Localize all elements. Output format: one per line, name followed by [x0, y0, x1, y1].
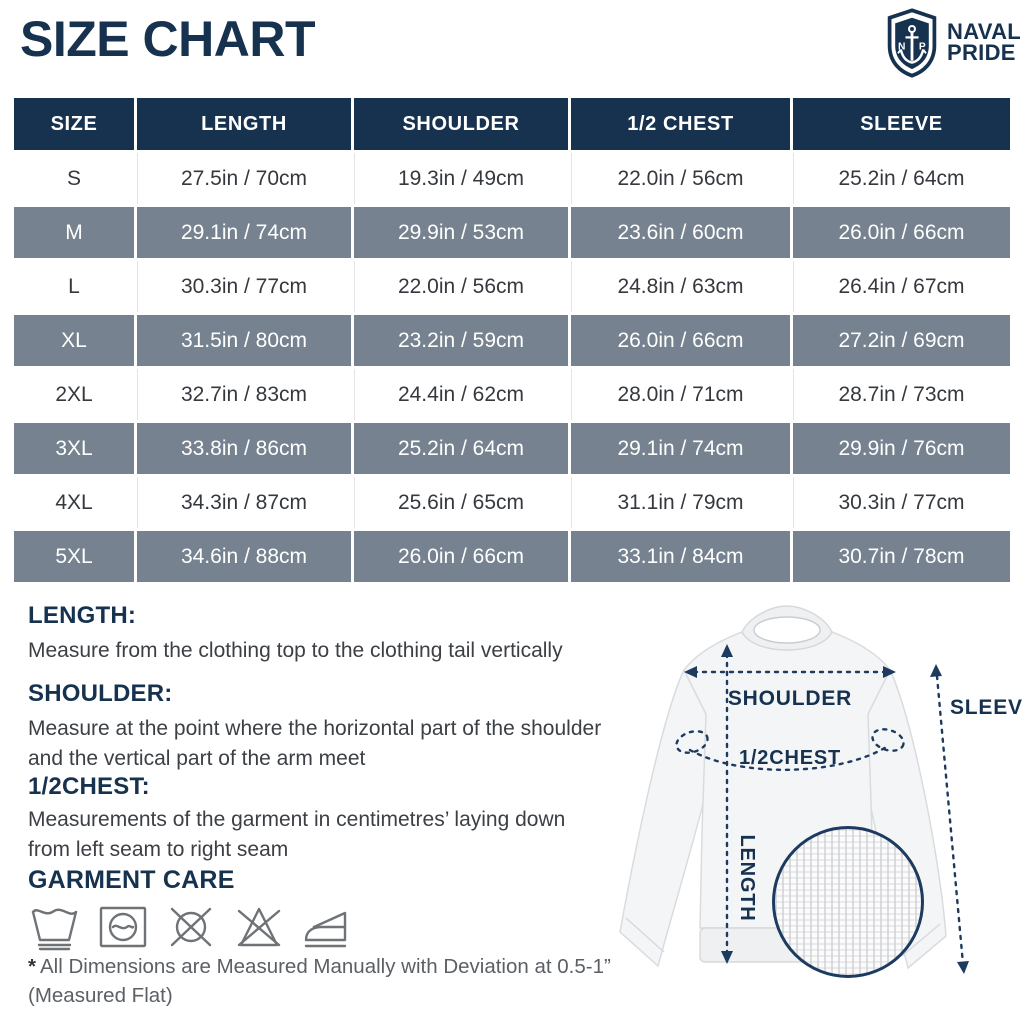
cell-shoulder: 29.9in / 53cm	[354, 207, 568, 258]
cell-size: M	[14, 207, 134, 258]
fabric-detail-circle	[772, 826, 924, 978]
cell-size: 2XL	[14, 369, 134, 420]
cell-size: 4XL	[14, 477, 134, 528]
cell-length: 27.5in / 70cm	[137, 153, 351, 204]
cell-sleeve: 26.4in / 67cm	[793, 261, 1010, 312]
cell-length: 29.1in / 74cm	[137, 207, 351, 258]
sweatshirt-left-sleeve	[619, 668, 707, 968]
table-row-xl: XL 31.5in / 80cm 23.2in / 59cm 26.0in / …	[14, 315, 1010, 366]
cell-half-chest: 24.8in / 63cm	[571, 261, 790, 312]
cell-sleeve: 27.2in / 69cm	[793, 315, 1010, 366]
sweatshirt-neck-opening	[753, 616, 821, 644]
definition-term-half-chest: 1/2CHEST:	[28, 773, 150, 800]
cell-shoulder: 25.2in / 64cm	[354, 423, 568, 474]
svg-text:N: N	[898, 42, 905, 53]
cell-size: 3XL	[14, 423, 134, 474]
table-row-l: L 30.3in / 77cm 22.0in / 56cm 24.8in / 6…	[14, 261, 1010, 312]
cell-shoulder: 23.2in / 59cm	[354, 315, 568, 366]
cell-shoulder: 19.3in / 49cm	[354, 153, 568, 204]
page-title: SIZE CHART	[20, 11, 316, 67]
definition-desc-shoulder: Measure at the point where the horizonta…	[28, 717, 602, 771]
brand-name: NAVAL PRIDE	[947, 19, 1022, 65]
label-shoulder: SHOULDER	[728, 687, 852, 710]
size-table: SIZE LENGTH SHOULDER 1/2 CHEST SLEEVE S …	[14, 98, 1010, 582]
iron-icon	[304, 911, 347, 948]
definition-desc-half-chest: Measurements of the garment in centimetr…	[28, 808, 566, 862]
definition-term-shoulder: SHOULDER:	[28, 680, 173, 707]
cell-sleeve: 30.7in / 78cm	[793, 531, 1010, 582]
table-row-2xl: 2XL 32.7in / 83cm 24.4in / 62cm 28.0in /…	[14, 369, 1010, 420]
do-not-bleach-icon	[237, 907, 281, 947]
header-cell-length: LENGTH	[137, 98, 351, 150]
cell-shoulder: 24.4in / 62cm	[354, 369, 568, 420]
do-not-dry-clean-icon	[170, 907, 212, 947]
header-cell-size: SIZE	[14, 98, 134, 150]
header-cell-half-chest: 1/2 CHEST	[571, 98, 790, 150]
cell-shoulder: 26.0in / 66cm	[354, 531, 568, 582]
cell-length: 33.8in / 86cm	[137, 423, 351, 474]
table-row-4xl: 4XL 34.3in / 87cm 25.6in / 65cm 31.1in /…	[14, 477, 1010, 528]
footnote: * All Dimensions are Measured Manually wi…	[28, 952, 612, 1010]
header-cell-shoulder: SHOULDER	[354, 98, 568, 150]
table-row-5xl: 5XL 34.6in / 88cm 26.0in / 66cm 33.1in /…	[14, 531, 1010, 582]
svg-text:P: P	[919, 42, 926, 53]
cell-half-chest: 28.0in / 71cm	[571, 369, 790, 420]
cell-shoulder: 25.6in / 65cm	[354, 477, 568, 528]
cell-length: 34.3in / 87cm	[137, 477, 351, 528]
table-header-row: SIZE LENGTH SHOULDER 1/2 CHEST SLEEVE	[14, 98, 1010, 150]
table-row-m: M 29.1in / 74cm 29.9in / 53cm 23.6in / 6…	[14, 207, 1010, 258]
cell-size: 5XL	[14, 531, 134, 582]
footnote-text: All Dimensions are Measured Manually wit…	[28, 955, 611, 1008]
cell-length: 31.5in / 80cm	[137, 315, 351, 366]
half-chest-arc	[688, 744, 890, 772]
footnote-asterisk: *	[28, 955, 36, 978]
cell-length: 32.7in / 83cm	[137, 369, 351, 420]
cell-size: L	[14, 261, 134, 312]
cell-length: 34.6in / 88cm	[137, 531, 351, 582]
definition-desc-length: Measure from the clothing top to the clo…	[28, 639, 563, 662]
header-cell-sleeve: SLEEVE	[793, 98, 1010, 150]
cell-half-chest: 22.0in / 56cm	[571, 153, 790, 204]
care-icons	[28, 902, 354, 952]
cell-shoulder: 22.0in / 56cm	[354, 261, 568, 312]
cell-sleeve: 28.7in / 73cm	[793, 369, 1010, 420]
sweatshirt-right-sleeve	[867, 668, 947, 970]
cell-size: XL	[14, 315, 134, 366]
brand-name-line2: PRIDE	[947, 40, 1016, 65]
cell-sleeve: 30.3in / 77cm	[793, 477, 1010, 528]
half-chest-right-loop	[871, 728, 905, 752]
cell-sleeve: 25.2in / 64cm	[793, 153, 1010, 204]
table-row-3xl: 3XL 33.8in / 86cm 25.2in / 64cm 29.1in /…	[14, 423, 1010, 474]
shield-anchor-icon: N P	[887, 8, 937, 78]
cell-sleeve: 29.9in / 76cm	[793, 423, 1010, 474]
cell-sleeve: 26.0in / 66cm	[793, 207, 1010, 258]
tumble-dry-icon	[99, 906, 147, 948]
sleeve-arrow	[935, 674, 965, 966]
label-length: LENGTH	[736, 834, 758, 921]
cell-half-chest: 29.1in / 74cm	[571, 423, 790, 474]
definition-term-length: LENGTH:	[28, 602, 137, 629]
brand-name-line1: NAVAL	[947, 19, 1022, 45]
label-sleeve: SLEEVE	[950, 696, 1024, 719]
table-row-s: S 27.5in / 70cm 19.3in / 49cm 22.0in / 5…	[14, 153, 1010, 204]
cell-size: S	[14, 153, 134, 204]
half-chest-left-loop	[675, 730, 709, 754]
cell-half-chest: 31.1in / 79cm	[571, 477, 790, 528]
cell-half-chest: 26.0in / 66cm	[571, 315, 790, 366]
garment-care-title: GARMENT CARE	[28, 866, 235, 894]
brand-logo: N P NAVAL PRIDE	[884, 8, 1021, 78]
cell-length: 30.3in / 77cm	[137, 261, 351, 312]
label-half-chest: 1/2CHEST	[739, 747, 841, 769]
cell-half-chest: 33.1in / 84cm	[571, 531, 790, 582]
cell-half-chest: 23.6in / 60cm	[571, 207, 790, 258]
wash-tub-icon	[31, 908, 78, 951]
